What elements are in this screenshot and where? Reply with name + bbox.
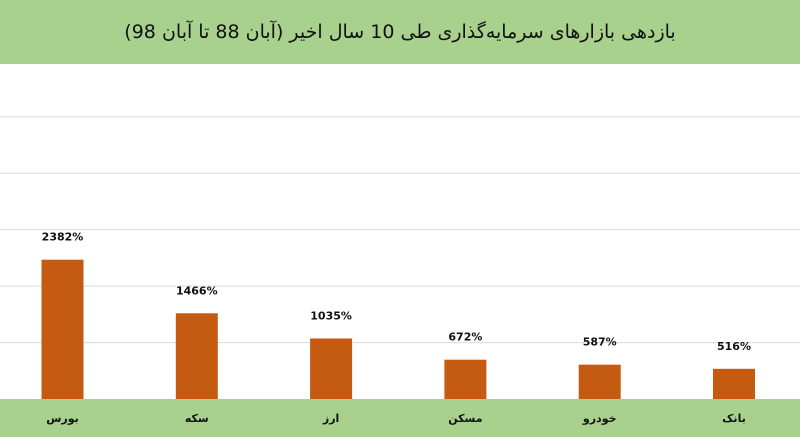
- value-label-5: 516%: [717, 340, 751, 353]
- value-label-0: 2382%: [42, 231, 84, 244]
- bar-1: [175, 313, 218, 399]
- bar-3: [444, 359, 487, 399]
- category-label-5: بانک: [722, 412, 746, 425]
- value-label-1: 1466%: [176, 284, 218, 297]
- title-band: بازدهی بازارهای سرمایه‌گذاری طی 10 سال ا…: [0, 0, 800, 64]
- category-label-0: بورس: [46, 412, 79, 425]
- category-label-2: ارز: [322, 412, 339, 425]
- value-labels: 2382% 1466% 1035% 672% 587% 516%: [42, 231, 751, 353]
- category-labels: بورس سکه ارز مسکن خودرو بانک: [46, 412, 746, 425]
- category-label-4: خودرو: [582, 412, 617, 425]
- bar-5: [713, 368, 755, 399]
- gridlines: [0, 116, 800, 344]
- bar-2: [310, 338, 353, 399]
- category-label-1: سکه: [185, 412, 209, 425]
- bar-4: [578, 364, 621, 399]
- category-band: [0, 399, 800, 437]
- chart-title: بازدهی بازارهای سرمایه‌گذاری طی 10 سال ا…: [124, 21, 676, 43]
- category-label-3: مسکن: [448, 412, 482, 425]
- value-label-2: 1035%: [310, 309, 352, 322]
- bar-0: [41, 259, 84, 399]
- bars: [41, 259, 755, 399]
- value-label-3: 672%: [448, 331, 482, 344]
- value-label-4: 587%: [583, 336, 617, 349]
